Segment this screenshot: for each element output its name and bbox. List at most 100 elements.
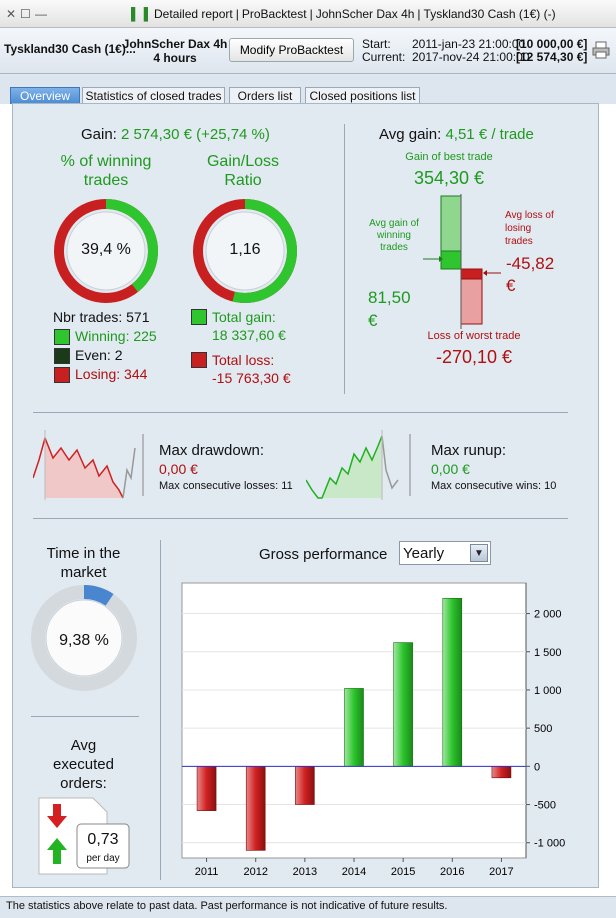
winning-arc [54, 199, 158, 303]
vertical-divider [160, 540, 161, 880]
bar-2015 [393, 642, 413, 767]
max-drawdown-value: 0,00 € [159, 461, 198, 477]
best-trade-value: 354,30 € [413, 168, 485, 188]
executed-orders-title: Avg executed orders: [53, 737, 114, 792]
executed-orders-unit: per day [86, 853, 120, 864]
avg-loss-bar [460, 268, 483, 280]
x-tick-label: 2011 [195, 866, 219, 878]
avg-gain: Avg gain: 4,51 € / trade [379, 126, 534, 143]
avg-win-bar [440, 250, 462, 270]
maximize-icon[interactable]: ☐ [20, 7, 31, 21]
runup-tail [381, 435, 399, 490]
winning-trades-title: % of winning trades [60, 153, 152, 189]
sell-arrow-icon [47, 804, 67, 828]
bar-2016 [442, 597, 463, 767]
losing-count: Losing: 344 [75, 366, 148, 382]
minimize-icon[interactable]: — [35, 7, 47, 21]
total-gain-legend-square [191, 309, 207, 325]
total-gain: Total gain: 18 337,60 € [212, 309, 286, 343]
gain-loss-ratio-value: 1,16 [229, 241, 261, 258]
runup-area [322, 436, 382, 498]
total-loss-legend-square [191, 352, 207, 368]
total-loss: Total loss: -15 763,30 € [212, 352, 291, 386]
runup-sparkline [306, 430, 411, 500]
tab-statistics-closed-trades[interactable]: Statistics of closed trades [82, 87, 225, 104]
bar-2014 [344, 688, 364, 767]
tab-bar: Overview Statistics of closed trades Ord… [0, 74, 616, 104]
y-tick-label: 0 [534, 761, 540, 773]
avg-trade-bars [423, 194, 501, 329]
max-runup-label: Max runup: [431, 442, 507, 459]
worst-trade-label: Loss of worst trade [427, 330, 521, 342]
avg-loss-value: -45,82 € [506, 254, 555, 295]
executed-orders-icon [38, 797, 130, 875]
tab-orders-list[interactable]: Orders list [229, 87, 301, 104]
y-tick-label: -1 000 [534, 838, 565, 850]
candlestick-icon: ▌▐ [131, 7, 149, 21]
period-select[interactable]: Yearly ▼ [399, 541, 491, 565]
vertical-divider [344, 124, 345, 394]
gain-loss-ratio-title: Gain/Loss Ratio [206, 153, 280, 189]
best-trade-label: Gain of best trade [405, 151, 493, 163]
winning-count: Winning: 225 [75, 328, 157, 344]
market-arc [31, 585, 137, 691]
gain-summary: Gain: 2 574,30 € (+25,74 %) [81, 126, 270, 143]
x-tick-label: 2017 [489, 866, 513, 878]
chevron-down-icon[interactable]: ▼ [470, 544, 488, 562]
x-tick-label: 2014 [342, 866, 366, 878]
avg-win-arrowhead-icon [439, 256, 443, 262]
buy-arrow-icon [47, 838, 67, 864]
losing-legend-square [54, 367, 70, 383]
avg-loss-label: Avg loss of losing trades [505, 210, 554, 247]
disclaimer-footer: The statistics above relate to past data… [0, 896, 616, 918]
donut-center [45, 599, 123, 677]
runup-line [306, 435, 383, 499]
close-icon[interactable]: ✕ [6, 7, 17, 21]
drawdown-tail [122, 447, 136, 499]
winning-trades-donut [54, 199, 158, 303]
drawdown-area [45, 438, 123, 498]
nbr-trades: Nbr trades: 571 [53, 309, 150, 325]
bar-2017 [491, 766, 512, 779]
x-tick-label: 2012 [243, 866, 267, 878]
y-tick-label: 1 000 [534, 685, 562, 697]
tab-overview[interactable]: Overview [10, 87, 80, 104]
x-tick-label: 2016 [440, 866, 464, 878]
window-title: ▌▐ Detailed report | ProBacktest | JohnScher … [131, 7, 556, 21]
drawdown-line [33, 435, 124, 499]
window-titlebar: ✕ ☐ — ▌▐ Detailed report | ProBacktest | John… [0, 0, 616, 28]
executed-orders-value: 0,73 [87, 831, 119, 848]
tab-closed-positions-list[interactable]: Closed positions list [305, 87, 420, 104]
horizontal-divider [33, 518, 568, 519]
even-count: Even: 2 [75, 347, 123, 363]
y-tick-label: 2 000 [534, 609, 562, 621]
avg-loss-arrowhead-icon [483, 270, 487, 276]
gross-performance-chart: 2 000 1 500 1 000 500 0 -500 -1 000 2011 2012 20… [181, 582, 565, 878]
time-in-market-title: Time in the market [46, 545, 121, 581]
max-runup-value: 0,00 € [431, 461, 470, 477]
orders-badge [76, 823, 130, 869]
system-name: JohnScher Dax 4h 4 hours [122, 37, 228, 65]
max-consecutive-wins: Max consecutive wins: 10 [431, 480, 557, 492]
gross-performance-label: Gross performance [259, 546, 388, 563]
worst-trade-value: -270,10 € [435, 347, 513, 367]
y-tick-label: 1 500 [534, 647, 562, 659]
horizontal-divider [31, 716, 139, 717]
y-tick-label: -500 [534, 800, 556, 812]
horizontal-divider [33, 412, 568, 413]
max-drawdown-label: Max drawdown: [159, 442, 265, 459]
bar-2013 [295, 766, 315, 805]
period-select-value: Yearly [403, 545, 445, 562]
donut-center [66, 211, 146, 291]
time-in-market-donut [31, 585, 137, 691]
instrument-name: Tyskland30 Cash (1€)... [4, 42, 136, 56]
max-consecutive-losses: Max consecutive losses: 11 [159, 480, 293, 492]
bar-2011 [196, 766, 217, 811]
x-tick-label: 2015 [391, 866, 415, 878]
even-legend-square [54, 348, 70, 364]
x-tick-label: 2013 [293, 866, 317, 878]
overview-panel: Gain: 2 574,30 € (+25,74 %) % of winning… [12, 103, 599, 888]
modify-probacktest-button[interactable]: Modify ProBacktest [229, 38, 354, 62]
print-icon[interactable] [592, 41, 610, 59]
time-in-market-value: 9,38 % [59, 632, 109, 649]
